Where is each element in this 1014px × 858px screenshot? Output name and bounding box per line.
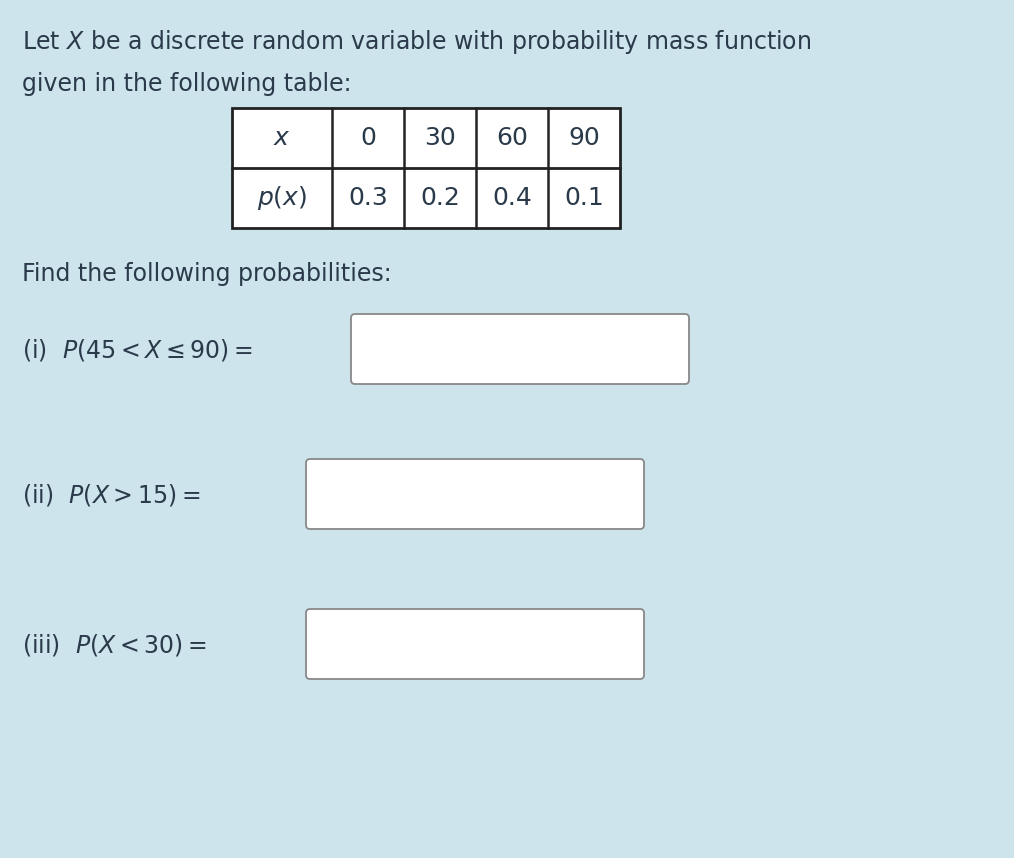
FancyBboxPatch shape <box>306 609 644 679</box>
Text: $x$: $x$ <box>273 126 291 150</box>
Text: given in the following table:: given in the following table: <box>22 72 352 96</box>
Text: 90: 90 <box>568 126 600 150</box>
Text: (iii)  $P(X < 30) =$: (iii) $P(X < 30) =$ <box>22 632 207 658</box>
FancyBboxPatch shape <box>306 459 644 529</box>
Text: 30: 30 <box>424 126 456 150</box>
Text: 0.2: 0.2 <box>420 186 460 210</box>
Text: 0.1: 0.1 <box>564 186 604 210</box>
Bar <box>232 108 620 228</box>
Text: 0.4: 0.4 <box>492 186 532 210</box>
Text: (i)  $P(45 < X \leq 90) =$: (i) $P(45 < X \leq 90) =$ <box>22 337 252 363</box>
Text: Let $X$ be a discrete random variable with probability mass function: Let $X$ be a discrete random variable wi… <box>22 28 811 56</box>
Text: Find the following probabilities:: Find the following probabilities: <box>22 262 391 286</box>
Text: 60: 60 <box>496 126 528 150</box>
Text: 0.3: 0.3 <box>348 186 388 210</box>
Text: 0: 0 <box>360 126 376 150</box>
FancyBboxPatch shape <box>351 314 689 384</box>
Text: $p(x)$: $p(x)$ <box>257 184 307 212</box>
Text: (ii)  $P(X > 15) =$: (ii) $P(X > 15) =$ <box>22 482 201 508</box>
